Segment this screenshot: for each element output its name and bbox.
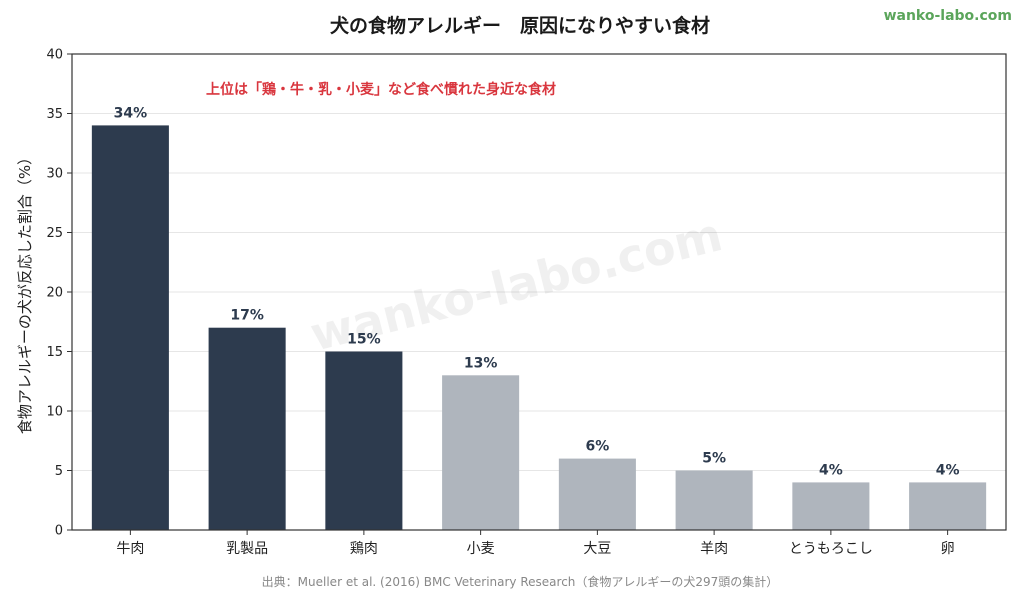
bar [675,470,753,530]
y-tick-label: 5 [55,464,63,479]
labels: 34% 牛肉 17% 乳製品 15% 鶏肉 13% 小麦 6% 大豆 5% 羊肉 4% とうもろこし 4% 卵 [114,105,960,557]
y-tick-label: 35 [46,107,63,122]
bar [208,327,286,530]
plot-frame [71,53,1007,531]
bar-value-label: 13% [464,355,498,371]
source-note: 出典：Mueller et al. (2016) BMC Veterinary … [262,574,779,589]
x-category-label: とうもろこし [789,541,873,557]
y-tick-label: 10 [46,405,63,420]
x-category-label: 小麦 [467,541,495,557]
bar-value-label: 15% [347,332,381,348]
bar-value-label: 4% [936,462,960,478]
bar [91,125,169,531]
bar-value-label: 4% [819,462,843,478]
y-tick-label: 40 [46,48,63,63]
bar-value-label: 17% [230,308,264,324]
brand-label: wanko-labo.com [884,8,1012,24]
bar [909,482,987,530]
bar-value-label: 6% [585,439,609,455]
y-tick-label: 25 [46,226,63,241]
y-tick-label: 0 [55,524,63,539]
x-category-label: 牛肉 [116,541,144,557]
bar-value-label: 34% [114,105,148,121]
bar [792,482,870,530]
x-category-label: 大豆 [583,541,611,557]
x-category-label: 羊肉 [700,541,728,557]
axes: 0 5 10 15 20 25 30 35 40 [46,48,1007,539]
bar [442,375,520,530]
y-tick-label: 15 [46,345,63,360]
chart-title: 犬の食物アレルギー 原因になりやすい食材 [330,14,710,37]
x-category-label: 乳製品 [226,541,268,557]
bar [325,351,403,530]
y-tick-label: 20 [46,286,63,301]
bar-value-label: 5% [702,451,726,467]
x-category-label: 卵 [941,541,955,557]
x-category-label: 鶏肉 [350,541,378,557]
bar [558,458,636,530]
bars [91,125,987,531]
y-axis-label: 食物アレルギーの犬が反応した割合（%） [16,150,34,434]
y-tick-label: 30 [46,167,63,182]
chart-annotation: 上位は「鶏・牛・乳・小麦」など食べ慣れた身近な食材 [206,81,556,98]
